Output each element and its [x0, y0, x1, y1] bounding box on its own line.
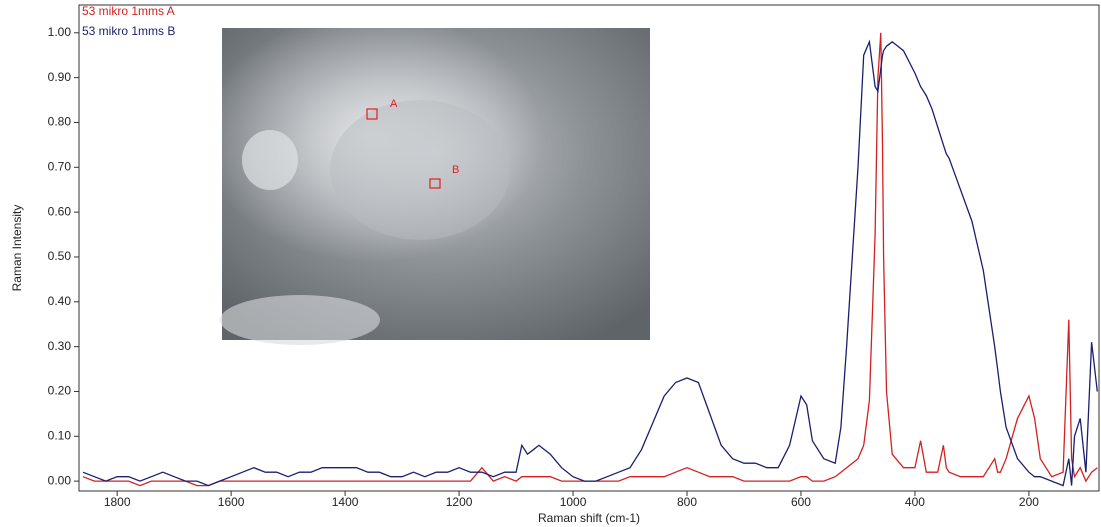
y-tick-label: 0.60	[48, 204, 72, 218]
inset-photo	[220, 28, 650, 345]
y-tick-label: 0.40	[48, 294, 72, 308]
y-tick-label: 0.20	[48, 384, 72, 398]
y-tick-label: 0.30	[48, 339, 72, 353]
x-tick-label: 1200	[446, 495, 473, 509]
x-tick-label: 1400	[332, 495, 359, 509]
y-tick-label: 0.80	[48, 115, 72, 129]
x-tick-label: 200	[1019, 495, 1039, 509]
y-tick-label: 0.70	[48, 159, 72, 173]
y-tick-label: 0.90	[48, 70, 72, 84]
inset-label: A	[390, 98, 398, 110]
series-line	[82, 39, 1098, 487]
x-tick-label: 400	[905, 495, 925, 509]
y-tick-label: 0.10	[48, 428, 72, 442]
inset-label: B	[452, 164, 459, 176]
x-tick-label: 800	[677, 495, 697, 509]
series-line	[82, 32, 1098, 487]
x-tick-label: 1600	[218, 495, 245, 509]
legend-label: 53 mikro 1mms A	[82, 4, 175, 18]
x-tick-label: 1000	[560, 495, 587, 509]
legend-label: 53 mikro 1mms B	[82, 24, 175, 38]
y-axis-title: Raman Intensity	[10, 205, 24, 292]
x-tick-label: 600	[791, 495, 811, 509]
y-tick-label: 0.00	[48, 473, 72, 487]
x-axis-title: Raman shift (cm-1)	[538, 511, 640, 525]
y-tick-label: 1.00	[48, 25, 72, 39]
y-tick-label: 0.50	[48, 249, 72, 263]
x-tick-label: 1800	[104, 495, 131, 509]
